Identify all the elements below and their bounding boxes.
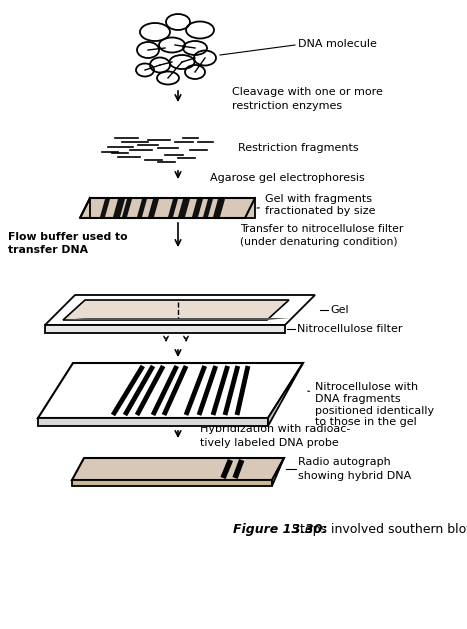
Polygon shape xyxy=(80,198,255,218)
Text: Gel: Gel xyxy=(330,305,349,315)
Polygon shape xyxy=(90,198,255,218)
Polygon shape xyxy=(192,199,203,217)
Text: Restriction fragments: Restriction fragments xyxy=(238,143,359,153)
Text: DNA molecule: DNA molecule xyxy=(298,39,377,49)
Text: Figure 13.30:: Figure 13.30: xyxy=(233,523,327,537)
Text: Gel with fragments
fractionated by size: Gel with fragments fractionated by size xyxy=(257,194,375,216)
Polygon shape xyxy=(45,325,285,333)
Polygon shape xyxy=(272,458,284,486)
Polygon shape xyxy=(63,318,289,320)
Polygon shape xyxy=(72,458,284,480)
Text: Nitrocellulose with
DNA fragments
positioned identically
to those in the gel: Nitrocellulose with DNA fragments positi… xyxy=(308,382,434,427)
Polygon shape xyxy=(38,363,303,418)
Polygon shape xyxy=(203,199,213,217)
Text: Radio autograph
showing hybrid DNA: Radio autograph showing hybrid DNA xyxy=(298,457,411,481)
Polygon shape xyxy=(268,363,303,426)
Text: Cleavage with one or more
restriction enzymes: Cleavage with one or more restriction en… xyxy=(232,87,383,111)
Polygon shape xyxy=(137,199,147,217)
Polygon shape xyxy=(213,199,225,217)
Polygon shape xyxy=(113,199,125,217)
Text: Hybridization with radioac-
tively labeled DNA probe: Hybridization with radioac- tively label… xyxy=(200,425,350,448)
Text: Nitrocellulose filter: Nitrocellulose filter xyxy=(297,324,403,334)
Polygon shape xyxy=(148,199,159,217)
Text: Agarose gel electrophoresis: Agarose gel electrophoresis xyxy=(210,173,365,183)
Text: Steps involved southern blotting: Steps involved southern blotting xyxy=(288,523,467,537)
Polygon shape xyxy=(72,480,272,486)
Text: Flow buffer used to
transfer DNA: Flow buffer used to transfer DNA xyxy=(8,232,127,255)
Polygon shape xyxy=(168,199,178,217)
Text: Transfer to nitrocellulose filter
(under denaturing condition): Transfer to nitrocellulose filter (under… xyxy=(240,224,403,247)
Polygon shape xyxy=(122,199,132,217)
Polygon shape xyxy=(45,295,315,325)
Polygon shape xyxy=(178,199,190,217)
Polygon shape xyxy=(38,418,268,426)
Polygon shape xyxy=(63,300,289,320)
Polygon shape xyxy=(100,199,110,217)
